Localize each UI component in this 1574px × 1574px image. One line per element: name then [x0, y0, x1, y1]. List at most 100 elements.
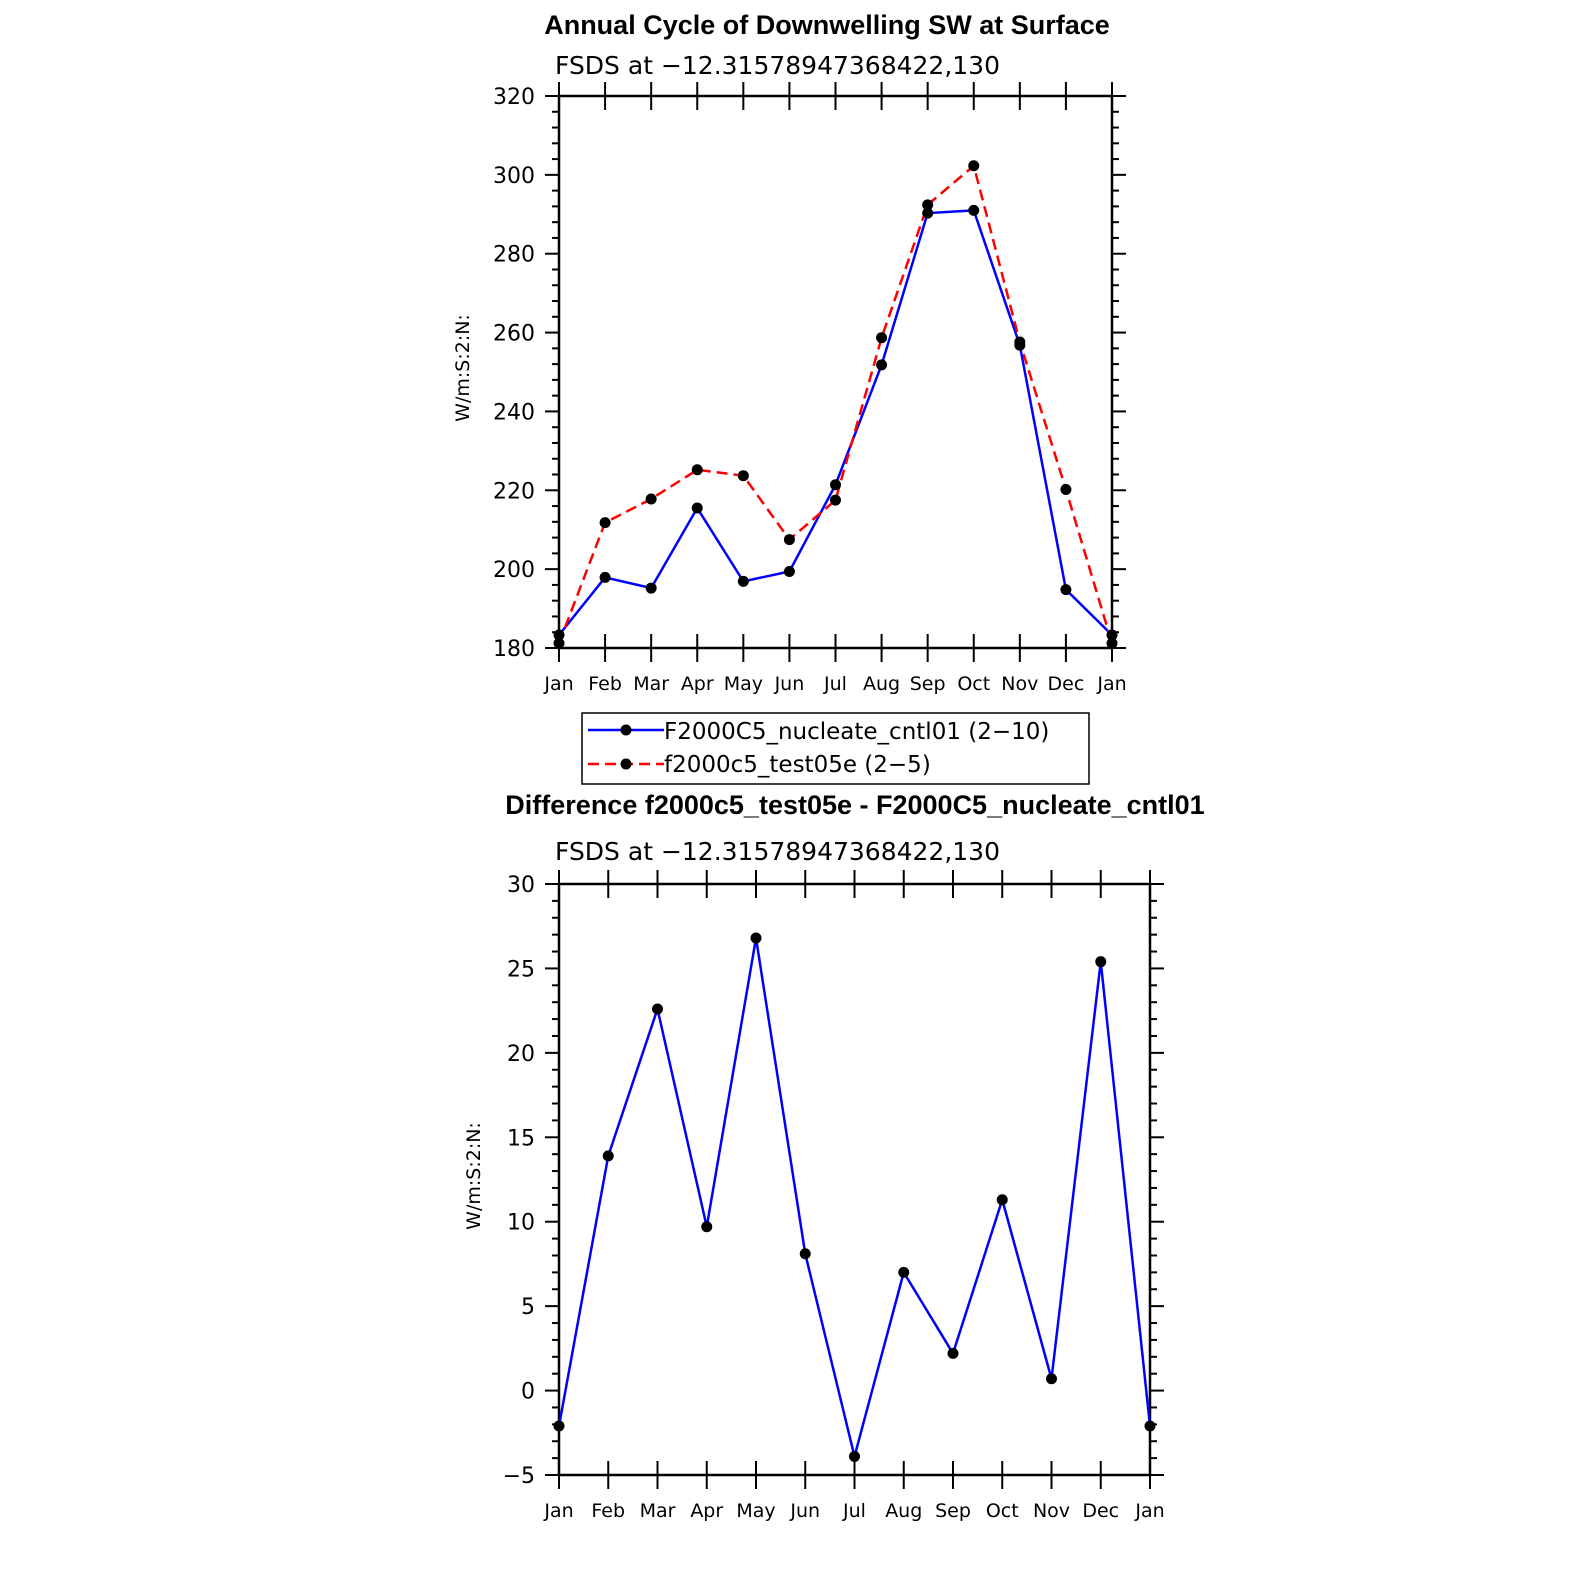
- top-series-2-point: [1014, 336, 1026, 348]
- top-series-2-point: [1060, 483, 1072, 495]
- top-chart-title: Annual Cycle of Downwelling SW at Surfac…: [544, 10, 1110, 40]
- bottom-chart-title: Difference f2000c5_test05e - F2000C5_nuc…: [505, 790, 1204, 820]
- top-series-1-point: [1060, 584, 1072, 596]
- top-series-1-point: [1106, 629, 1118, 641]
- bottom-series-1-point: [750, 932, 762, 944]
- bottom-series-1-point: [898, 1266, 910, 1278]
- bottom-x-tick-label: May: [736, 1500, 775, 1522]
- bottom-series-1-point: [1144, 1420, 1156, 1432]
- top-y-tick-label: 200: [493, 558, 535, 583]
- top-series-2-point: [599, 517, 611, 529]
- bottom-series-1-point: [1046, 1373, 1057, 1385]
- top-series-1-line: [558, 209, 1113, 636]
- bottom-series-1-line: [557, 936, 1152, 1458]
- legend-marker-series-1: [620, 724, 632, 736]
- top-series-2-point: [737, 470, 749, 482]
- top-series-2-point: [691, 464, 703, 476]
- bottom-y-tick-label: 20: [507, 1042, 535, 1067]
- top-x-tick-label: Oct: [957, 673, 990, 695]
- top-x-tick-label: Dec: [1048, 673, 1085, 695]
- top-series-1-point: [922, 207, 934, 219]
- legend-marker-series-2: [620, 758, 632, 770]
- top-y-tick-label: 280: [493, 243, 535, 268]
- top-series-1-point: [830, 479, 841, 491]
- top-series-2-point: [922, 199, 934, 211]
- top-series-2-point: [783, 534, 795, 546]
- bottom-series-1-point: [996, 1194, 1008, 1206]
- top-y-tick-label: 240: [493, 400, 535, 425]
- top-x-tick-label: Feb: [588, 673, 622, 695]
- bottom-x-tick-label: Feb: [591, 1500, 625, 1522]
- bottom-x-tick-label: Jul: [842, 1500, 866, 1522]
- top-y-axis-label: W/m:S:2:N:: [452, 314, 474, 422]
- top-x-tick-label: Nov: [1001, 673, 1038, 695]
- top-y-tick-label: 320: [493, 85, 535, 110]
- top-series-1-point: [645, 582, 657, 594]
- top-series-2-point: [645, 493, 657, 505]
- top-x-tick-label: Jan: [1096, 673, 1126, 695]
- top-y-tick-label: 180: [493, 637, 535, 662]
- bottom-y-tick-label: 0: [521, 1380, 535, 1405]
- bottom-series-1-point: [799, 1248, 811, 1260]
- top-series-2-point: [830, 494, 841, 506]
- top-series-2-point: [876, 332, 888, 344]
- top-x-tick-label: Jan: [543, 673, 573, 695]
- bottom-series-1-point: [602, 1150, 614, 1162]
- top-series-2-point: [1106, 637, 1118, 649]
- top-legend: F2000C5_nucleate_cntl01 (2−10) f2000c5_t…: [581, 712, 1090, 785]
- legend-label-series-1: F2000C5_nucleate_cntl01 (2−10): [664, 719, 1049, 745]
- bottom-x-tick-label: Jan: [543, 1500, 573, 1522]
- top-series-1-point: [876, 359, 888, 371]
- bottom-x-tick-label: Aug: [885, 1500, 922, 1522]
- top-series-2-point: [553, 637, 565, 649]
- bottom-x-tick-label: Nov: [1033, 1500, 1070, 1522]
- top-y-tick-label: 220: [493, 479, 535, 504]
- bottom-series-1-point: [652, 1003, 663, 1015]
- bottom-y-tick-label: 15: [507, 1126, 535, 1151]
- top-series-1-point: [968, 204, 980, 216]
- top-series-1-point: [599, 571, 611, 583]
- bottom-series-1-point: [553, 1420, 565, 1432]
- top-series-2-line: [557, 164, 1114, 644]
- bottom-y-tick-label: −5: [503, 1464, 535, 1489]
- top-y-tick-label: 300: [493, 164, 535, 189]
- bottom-y-tick-label: 30: [507, 873, 535, 898]
- top-x-tick-label: Jun: [774, 673, 805, 695]
- bottom-plot-area: 30 25 20 15 10 5 0 −5 Jan Feb Mar Apr May Jun Jul Aug Se…: [503, 870, 1165, 1522]
- top-x-tick-label: Apr: [681, 673, 714, 695]
- top-series-1-point: [737, 575, 749, 587]
- bottom-series-1-point: [701, 1221, 713, 1233]
- top-x-tick-label: Mar: [633, 673, 669, 695]
- top-series-2-point: [968, 160, 980, 172]
- top-series-1-point: [691, 502, 703, 514]
- top-series-1-point: [553, 629, 565, 641]
- bottom-x-tick-label: Mar: [640, 1500, 676, 1522]
- bottom-x-tick-label: Sep: [935, 1500, 971, 1522]
- bottom-x-tick-label: Jan: [1134, 1500, 1164, 1522]
- bottom-x-tick-label: Jun: [789, 1500, 820, 1522]
- legend-label-series-2: f2000c5_test05e (2−5): [664, 752, 931, 778]
- panel-top: Annual Cycle of Downwelling SW at Surfac…: [452, 10, 1127, 785]
- top-x-tick-label: May: [724, 673, 763, 695]
- top-x-tick-label: Aug: [863, 673, 900, 695]
- bottom-x-tick-label: Apr: [690, 1500, 723, 1522]
- panel-bottom: Difference f2000c5_test05e - F2000C5_nuc…: [463, 790, 1205, 1522]
- bottom-x-tick-label: Oct: [986, 1500, 1019, 1522]
- top-plot-area: 320 300 280 260 240 220 200 180 Jan Feb Mar Apr May J…: [493, 82, 1127, 695]
- top-y-tick-label: 260: [493, 322, 535, 347]
- top-x-tick-label: Sep: [910, 673, 946, 695]
- bottom-chart-subtitle: FSDS at −12.31578947368422,130: [555, 837, 1000, 866]
- bottom-y-tick-label: 5: [521, 1295, 535, 1320]
- top-series-1-point: [783, 566, 795, 578]
- bottom-y-tick-label: 25: [507, 957, 535, 982]
- bottom-series-1-point: [849, 1450, 860, 1462]
- top-x-tick-label: Jul: [823, 673, 847, 695]
- bottom-y-axis-label: W/m:S:2:N:: [463, 1122, 485, 1230]
- legend-frame: [581, 712, 1090, 785]
- bottom-y-tick-label: 10: [507, 1211, 535, 1236]
- bottom-series-1-point: [1095, 956, 1107, 968]
- bottom-series-1-point: [947, 1347, 959, 1359]
- bottom-x-tick-label: Dec: [1082, 1500, 1119, 1522]
- bottom-plot-frame: [557, 882, 1152, 1477]
